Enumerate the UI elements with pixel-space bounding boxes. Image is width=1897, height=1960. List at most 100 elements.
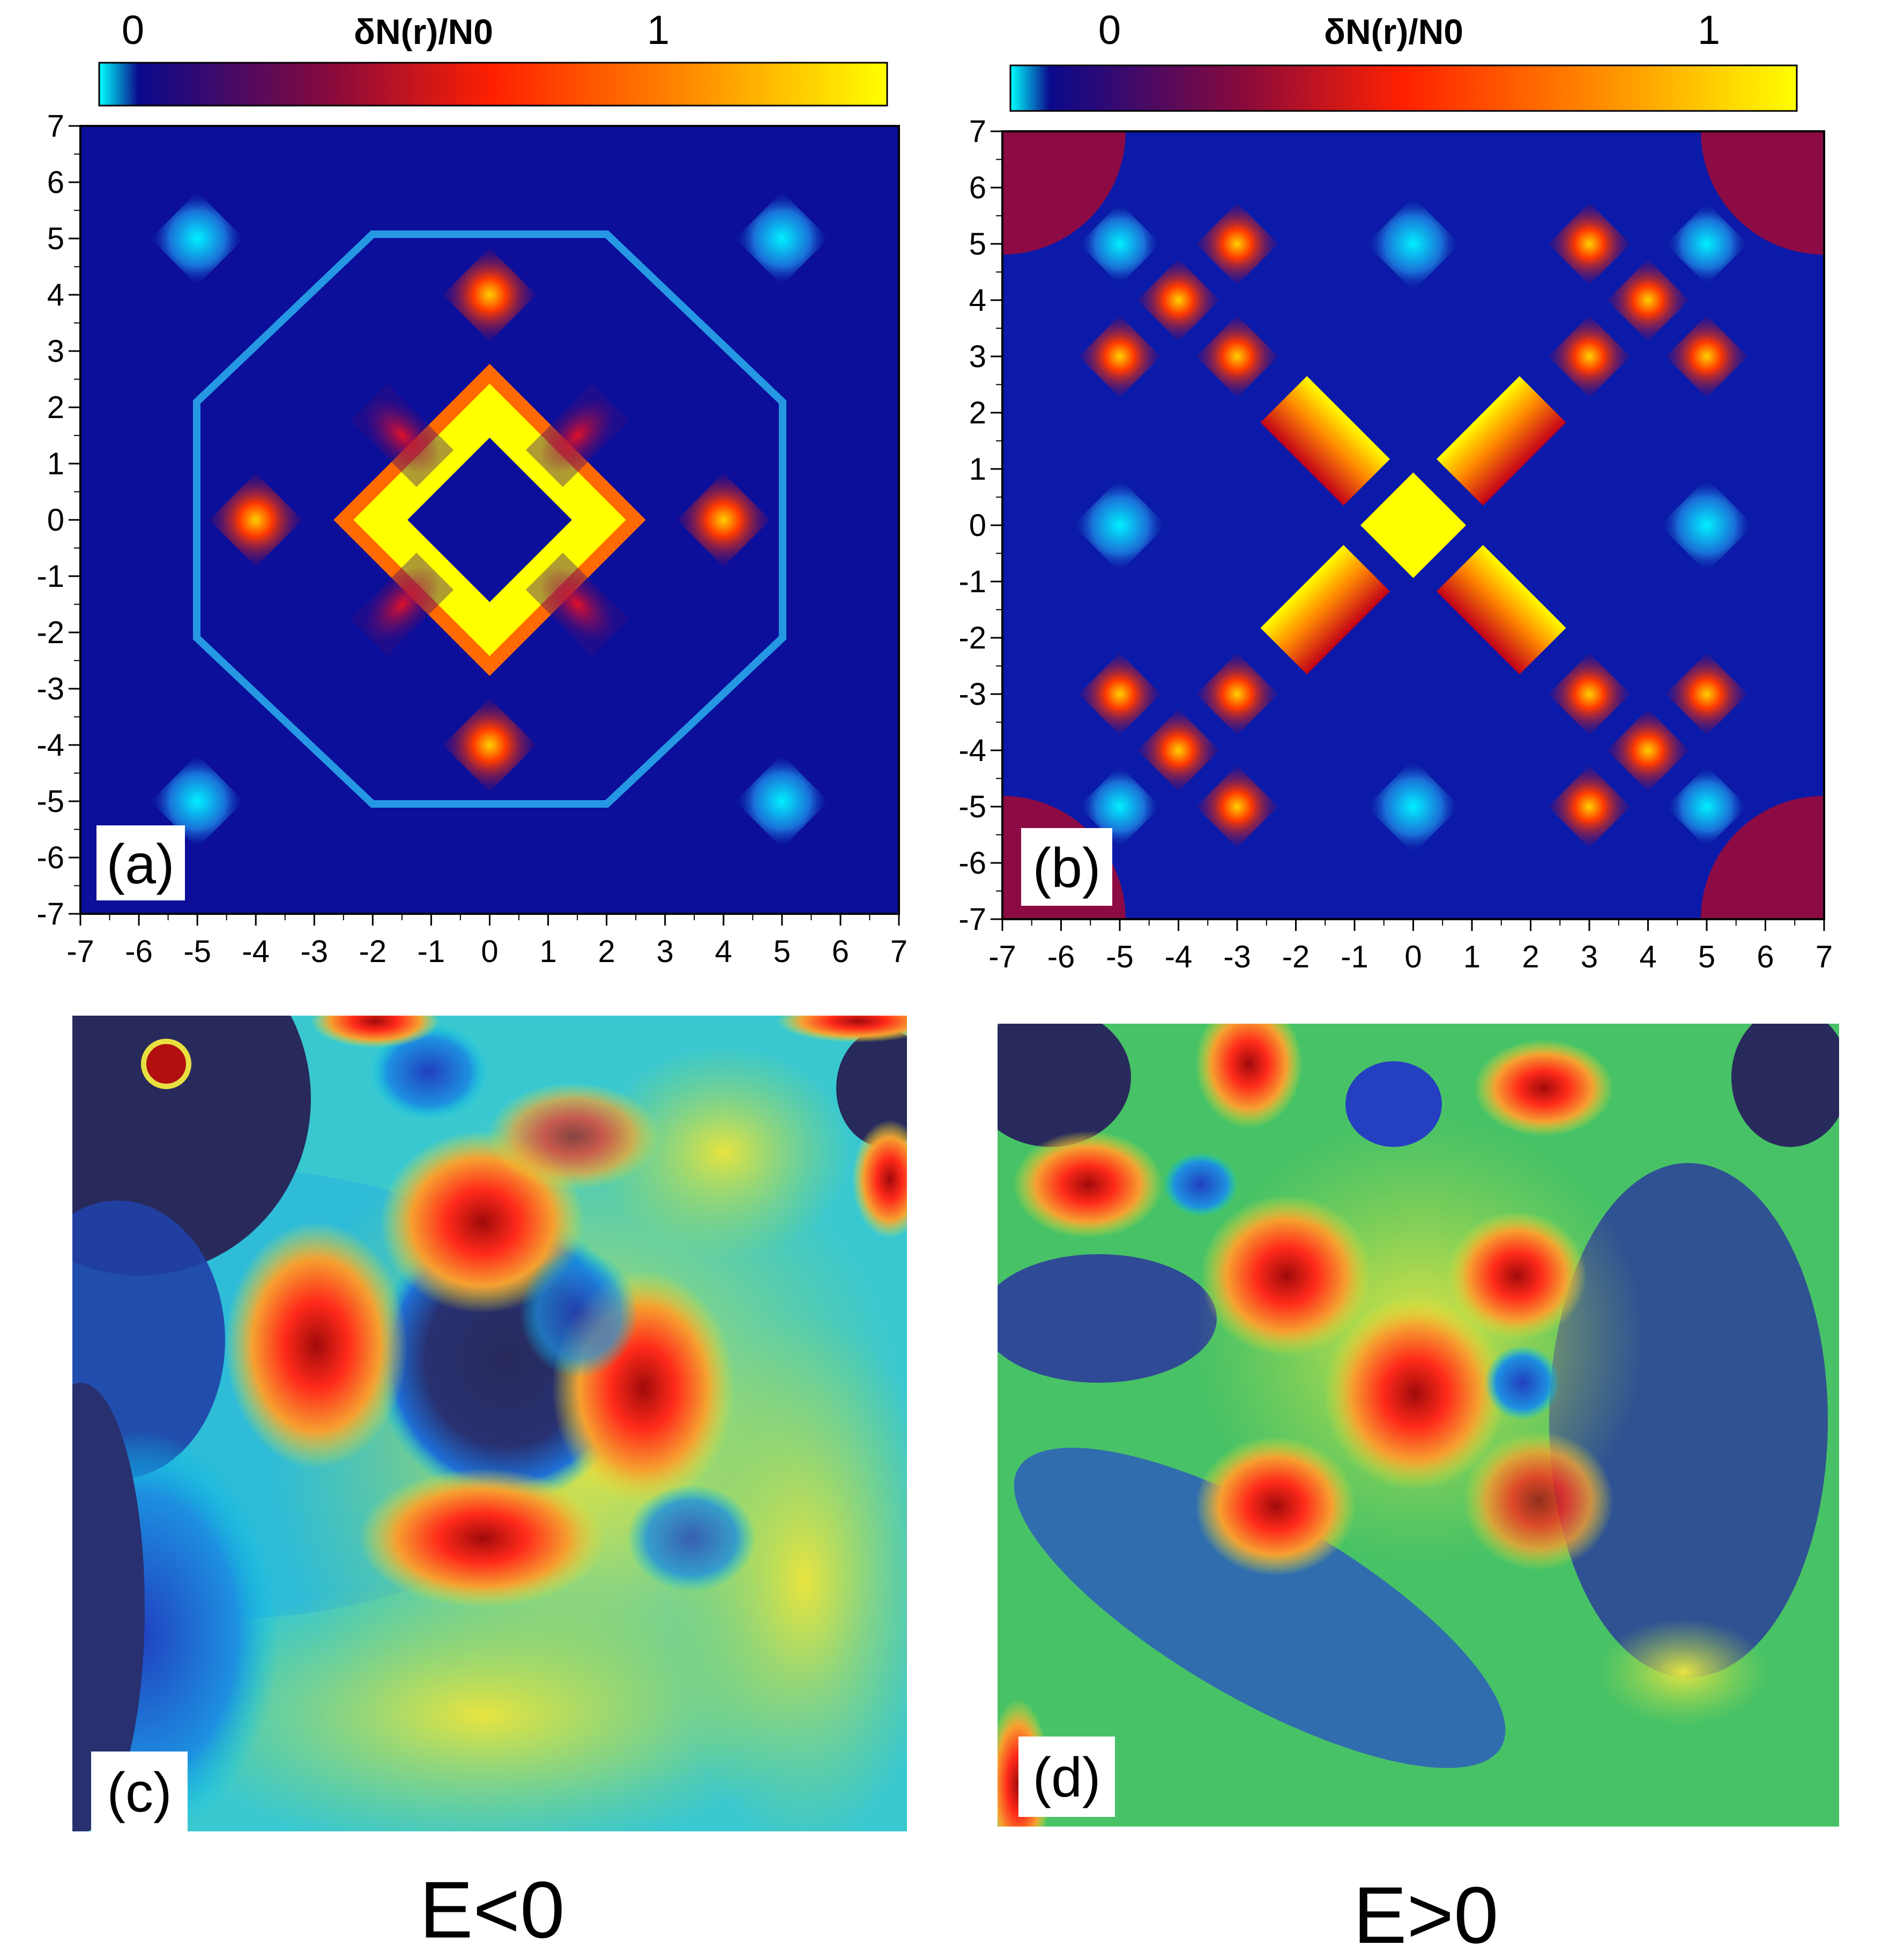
panel-d-letter-box <box>1018 1737 1115 1817</box>
heatmap-a-diamond-11 <box>150 754 244 848</box>
y-tick-label-a-4: 3 <box>47 334 64 369</box>
y-tick-label-b-13: -6 <box>958 846 986 881</box>
caption-d: E>0 <box>1353 1870 1498 1960</box>
y-tick-label-a-9: -2 <box>36 615 64 650</box>
x-tick-label-b-4: -3 <box>1223 940 1251 974</box>
x-tick-label-a-13: 6 <box>832 934 849 969</box>
y-tick-label-a-6: 1 <box>47 446 64 481</box>
x-tick-label-a-14: 7 <box>890 934 907 969</box>
colorbar-a <box>98 62 888 107</box>
x-tick-label-a-9: 2 <box>598 934 615 969</box>
heatmap-a-diamond-12 <box>735 754 829 848</box>
y-tick-label-b-0: 7 <box>969 114 986 149</box>
heatmap-b-diamond-12 <box>1548 315 1631 398</box>
y-tick-label-a-13: -6 <box>36 840 64 875</box>
heatmap-a-diamond-ring-0-halo <box>333 363 646 676</box>
colorbar-a-label: δN(r)/N0 <box>354 12 493 51</box>
heatmap-b-diamond-26 <box>1665 203 1748 285</box>
x-tick-label-a-5: -2 <box>359 934 387 969</box>
y-tick-label-b-9: -2 <box>958 621 986 655</box>
x-tick-label-b-0: -7 <box>988 940 1016 974</box>
panel-c-letter: (c) <box>107 1762 172 1824</box>
heatmap-b-diamond-16 <box>1196 653 1278 735</box>
y-tick-label-b-8: -1 <box>958 564 986 599</box>
heatmap-b-bar-3 <box>1260 545 1390 675</box>
panel-c-letter-box <box>91 1752 188 1832</box>
heatmap-b-diamond-28 <box>1665 765 1748 848</box>
heatmap-b-bar-4 <box>1436 545 1566 675</box>
y-tick-label-b-6: 1 <box>969 452 986 487</box>
heatmap-b-diamond-23 <box>1073 478 1167 572</box>
y-tick-label-a-12: -5 <box>36 784 64 819</box>
y-tick-label-a-11: -4 <box>36 728 64 763</box>
x-tick-label-a-1: -6 <box>125 934 153 969</box>
heatmap-b-diamond-27 <box>1078 765 1161 848</box>
y-tick-label-a-7: 0 <box>47 503 64 538</box>
y-tick-label-b-10: -3 <box>958 677 986 712</box>
x-tick-label-b-8: 1 <box>1463 940 1481 974</box>
y-tick-label-b-14: -7 <box>958 902 986 937</box>
x-tick-label-b-1: -6 <box>1047 940 1075 974</box>
x-tick-label-b-5: -2 <box>1282 940 1310 974</box>
heatmap-d <box>998 1024 1839 1827</box>
x-tick-label-b-11: 4 <box>1639 940 1656 974</box>
y-tick-label-b-2: 5 <box>969 227 986 262</box>
y-tick-label-b-1: 6 <box>969 170 986 205</box>
heatmap-a-diamond-3 <box>676 473 771 567</box>
x-tick-label-a-3: -4 <box>242 934 270 969</box>
x-tick-label-b-13: 6 <box>1757 940 1774 974</box>
heatmap-b-bar-1 <box>1260 376 1390 506</box>
colorbar-b-tick-1: 1 <box>1698 8 1720 53</box>
x-tick-label-b-10: 3 <box>1581 940 1598 974</box>
heatmap-a-diamond-4 <box>209 473 303 567</box>
x-tick-label-a-2: -5 <box>183 934 211 969</box>
heatmap-b-diamond-10 <box>1548 203 1631 285</box>
heatmap-a-diamond-9 <box>150 191 244 286</box>
panel-d-letter: (d) <box>1032 1747 1100 1809</box>
colorbar-b-label: δN(r)/N0 <box>1324 12 1463 51</box>
heatmap-b-diamond-18 <box>1548 765 1631 848</box>
heatmap-b-diamond-17 <box>1606 709 1690 792</box>
x-tick-label-b-9: 2 <box>1522 940 1539 974</box>
panel-a-letter-box <box>96 825 185 900</box>
heatmap-b-diamond-9 <box>1606 259 1690 341</box>
heatmap-b-bar-2 <box>1436 376 1566 506</box>
x-tick-label-a-12: 5 <box>773 934 791 969</box>
y-tick-label-a-14: -7 <box>36 897 64 931</box>
heatmap-b-diamond-24 <box>1660 478 1754 572</box>
x-tick-label-a-4: -3 <box>300 934 328 969</box>
heatmap-b-diamond-8 <box>1196 315 1278 398</box>
x-tick-label-a-6: -1 <box>418 934 445 969</box>
heatmap-b-diamond-19 <box>1665 653 1748 735</box>
x-tick-label-a-10: 3 <box>657 934 674 969</box>
heatmap-a-diamond-1 <box>443 248 537 342</box>
colorbar-b <box>1009 64 1798 112</box>
x-tick-label-a-11: 4 <box>715 934 732 969</box>
y-tick-label-a-2: 5 <box>47 221 64 256</box>
y-tick-label-a-10: -3 <box>36 672 64 706</box>
heatmap-b-diamond-7 <box>1078 315 1161 398</box>
y-tick-label-b-12: -5 <box>958 789 986 824</box>
heatmap-b-diamond-14 <box>1196 765 1278 848</box>
heatmap-b-diamond-0 <box>1360 472 1467 578</box>
panel-d: (d) E>0 <box>998 1024 1839 1960</box>
y-tick-label-b-5: 2 <box>969 396 986 430</box>
heatmap-b-diamond-21 <box>1366 197 1461 291</box>
y-tick-label-b-3: 4 <box>969 283 986 318</box>
y-tick-label-b-11: -4 <box>958 733 986 768</box>
x-tick-label-a-7: 0 <box>481 934 498 969</box>
colorbar-b-tick-0: 0 <box>1098 8 1121 53</box>
x-tick-label-a-0: -7 <box>66 934 94 969</box>
heatmap-a-diamond-10 <box>735 191 829 286</box>
x-tick-label-b-12: 5 <box>1698 940 1715 974</box>
panel-b-letter-box <box>1021 828 1112 906</box>
colorbar-a-tick-0: 0 <box>122 8 144 53</box>
y-tick-label-a-1: 6 <box>47 165 64 200</box>
heatmap-b-diamond-13 <box>1137 709 1220 792</box>
heatmap-b <box>1002 131 1824 919</box>
x-tick-label-b-7: 0 <box>1404 940 1422 974</box>
heatmap-a-bar-5 <box>350 384 454 487</box>
heatmap-b-diamond-20 <box>1548 653 1631 735</box>
panel-a-letter: (a) <box>106 833 174 896</box>
heatmap-a-bar-7 <box>350 553 454 656</box>
